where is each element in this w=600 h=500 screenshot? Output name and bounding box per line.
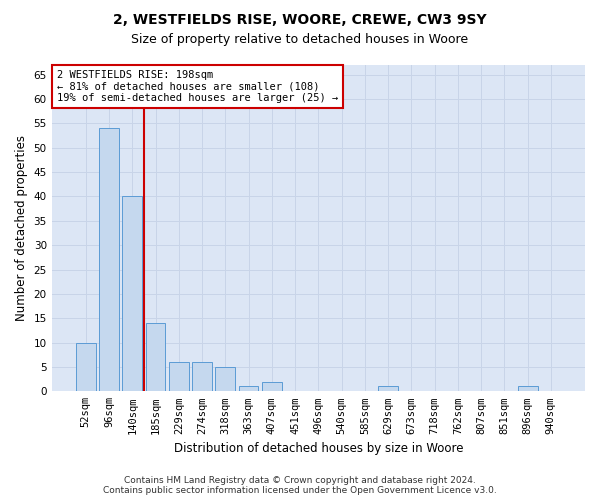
Bar — [262, 382, 282, 392]
Text: 2 WESTFIELDS RISE: 198sqm
← 81% of detached houses are smaller (108)
19% of semi: 2 WESTFIELDS RISE: 198sqm ← 81% of detac… — [57, 70, 338, 103]
Bar — [122, 196, 142, 392]
Bar — [169, 362, 188, 392]
Bar — [215, 367, 235, 392]
X-axis label: Distribution of detached houses by size in Woore: Distribution of detached houses by size … — [173, 442, 463, 455]
Bar — [76, 342, 95, 392]
Bar — [99, 128, 119, 392]
Bar — [378, 386, 398, 392]
Text: 2, WESTFIELDS RISE, WOORE, CREWE, CW3 9SY: 2, WESTFIELDS RISE, WOORE, CREWE, CW3 9S… — [113, 12, 487, 26]
Bar — [239, 386, 259, 392]
Bar — [192, 362, 212, 392]
Y-axis label: Number of detached properties: Number of detached properties — [15, 135, 28, 321]
Bar — [518, 386, 538, 392]
Text: Contains HM Land Registry data © Crown copyright and database right 2024.
Contai: Contains HM Land Registry data © Crown c… — [103, 476, 497, 495]
Text: Size of property relative to detached houses in Woore: Size of property relative to detached ho… — [131, 32, 469, 46]
Bar — [146, 323, 166, 392]
